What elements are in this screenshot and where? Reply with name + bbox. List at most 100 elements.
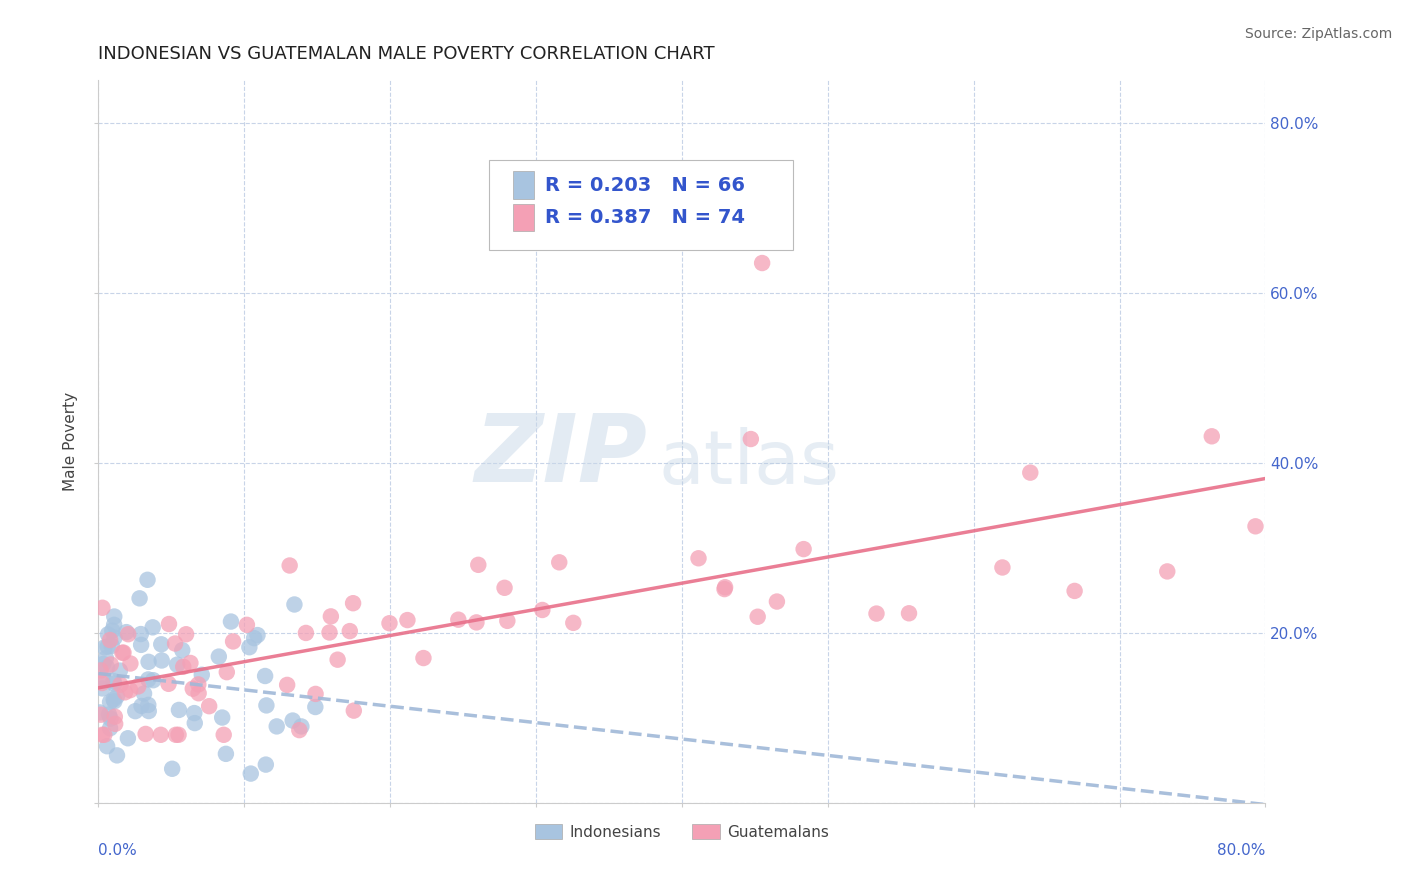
Point <box>167 728 190 742</box>
Point <box>142 673 165 688</box>
Text: Source: ZipAtlas.com: Source: ZipAtlas.com <box>1244 27 1392 41</box>
Point <box>304 700 326 714</box>
Point <box>215 665 238 680</box>
Point <box>494 581 516 595</box>
Point <box>283 598 305 612</box>
Point <box>105 689 128 703</box>
Point <box>714 580 737 594</box>
Point <box>239 766 262 780</box>
Point <box>142 620 165 634</box>
Point <box>104 709 127 723</box>
Point <box>295 626 318 640</box>
Point <box>496 614 519 628</box>
Point <box>111 646 134 660</box>
Point <box>236 618 259 632</box>
Point <box>167 703 190 717</box>
Point <box>129 627 152 641</box>
Point <box>129 638 152 652</box>
Point <box>157 677 180 691</box>
Text: R = 0.203   N = 66: R = 0.203 N = 66 <box>546 176 745 194</box>
Point <box>793 542 815 557</box>
Text: 0.0%: 0.0% <box>98 843 138 857</box>
Point <box>447 613 470 627</box>
Point <box>131 698 153 713</box>
Point <box>100 712 122 726</box>
Point <box>150 653 173 667</box>
Point <box>865 607 887 621</box>
Point <box>112 646 135 660</box>
Point <box>103 692 125 706</box>
Point <box>465 615 488 630</box>
Point <box>128 591 150 606</box>
Point <box>211 710 233 724</box>
Point <box>304 687 326 701</box>
Point <box>766 594 789 608</box>
Point <box>91 676 114 690</box>
Text: 80.0%: 80.0% <box>1218 843 1265 857</box>
Point <box>254 757 277 772</box>
Point <box>246 628 269 642</box>
Point <box>124 704 146 718</box>
Point <box>101 624 124 638</box>
Point <box>276 678 298 692</box>
Point <box>132 687 155 701</box>
Point <box>94 651 117 665</box>
Point <box>713 582 735 596</box>
Point <box>166 657 188 672</box>
Point <box>165 636 187 650</box>
Point <box>98 632 121 647</box>
Point <box>149 728 172 742</box>
Point <box>150 637 173 651</box>
Point <box>562 615 585 630</box>
Point <box>215 747 238 761</box>
Point <box>138 655 160 669</box>
Point <box>184 716 207 731</box>
Point <box>1244 519 1267 533</box>
Point <box>181 681 204 696</box>
Point <box>120 657 142 671</box>
Text: INDONESIAN VS GUATEMALAN MALE POVERTY CORRELATION CHART: INDONESIAN VS GUATEMALAN MALE POVERTY CO… <box>98 45 716 62</box>
Point <box>117 627 139 641</box>
Point <box>339 624 361 639</box>
Point <box>103 617 125 632</box>
Point <box>467 558 489 572</box>
Point <box>183 706 205 720</box>
Point <box>117 731 139 746</box>
Point <box>751 256 773 270</box>
Point <box>179 656 201 670</box>
Point <box>238 640 260 655</box>
Point <box>89 706 111 720</box>
Point <box>243 631 266 645</box>
Point <box>96 739 118 754</box>
Point <box>991 560 1014 574</box>
Point <box>110 678 132 692</box>
Point <box>747 609 769 624</box>
Point <box>172 643 194 657</box>
Point <box>187 677 209 691</box>
Point <box>254 669 277 683</box>
Point <box>104 716 127 731</box>
Point <box>96 660 118 674</box>
Point <box>97 707 120 722</box>
Point <box>1156 565 1178 579</box>
Point <box>318 625 340 640</box>
Point <box>136 573 159 587</box>
Point <box>740 432 762 446</box>
Point <box>172 659 194 673</box>
Point <box>115 625 138 640</box>
Point <box>101 639 124 653</box>
Point <box>212 728 235 742</box>
Point <box>278 558 301 573</box>
Point <box>98 695 121 709</box>
Point <box>100 657 122 672</box>
Point <box>93 657 115 671</box>
Point <box>103 631 125 645</box>
Point <box>531 603 554 617</box>
Point <box>342 596 364 610</box>
Point <box>127 679 149 693</box>
Point <box>136 698 159 712</box>
Point <box>396 613 419 627</box>
Point <box>208 649 231 664</box>
Point <box>222 634 245 648</box>
Point <box>136 673 159 687</box>
